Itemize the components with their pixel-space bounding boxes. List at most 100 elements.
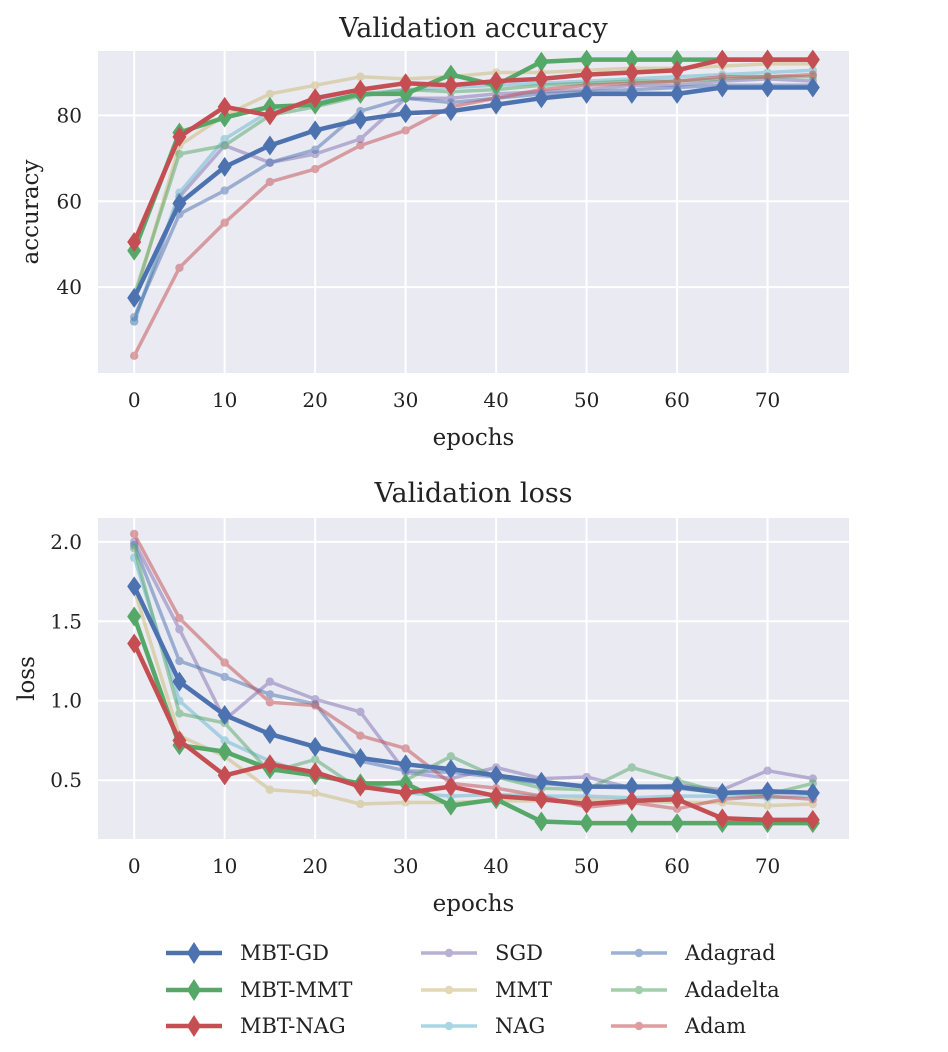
legend-item-mbt-nag — [166, 1015, 222, 1037]
legend-label-mmt: MMT — [495, 978, 552, 1002]
data-point-mbt-mmt — [579, 49, 594, 70]
data-point-mbt-nag — [579, 794, 594, 815]
data-point-adam — [265, 177, 275, 187]
data-point-mmt — [265, 89, 275, 99]
data-point-mbt-gd — [353, 747, 368, 768]
data-point-mbt-nag — [715, 808, 730, 829]
data-point-mbt-gd — [217, 156, 232, 177]
data-point-mbt-nag — [127, 633, 142, 654]
data-point-adagrad — [220, 672, 229, 682]
legend-label-adam: Adam — [684, 1014, 746, 1038]
data-point-mbt-nag — [308, 762, 323, 783]
legend-label-mbt-nag: MBT-NAG — [240, 1014, 346, 1038]
y-tick-label: 40 — [57, 275, 82, 299]
data-point-mbt-gd — [308, 736, 323, 757]
x-tick-label: 50 — [574, 854, 599, 878]
legend-label-adadelta: Adadelta — [684, 978, 780, 1002]
data-point-mbt-nag — [308, 88, 323, 109]
data-point-mbt-mmt — [670, 49, 685, 70]
x-tick-label: 60 — [664, 388, 689, 412]
data-point-mbt-gd — [443, 101, 458, 122]
series-mbt-nag — [127, 633, 820, 830]
data-point-adadelta — [175, 149, 184, 159]
data-point-mbt-gd — [489, 765, 504, 786]
data-point-mbt-gd — [217, 705, 232, 726]
data-point-mbt-nag — [217, 765, 232, 786]
data-point-mbt-gd — [127, 576, 142, 597]
series-line-mbt-gd — [132, 85, 813, 299]
series-line-adagrad — [132, 83, 813, 318]
data-point-mbt-gd — [805, 77, 820, 98]
data-point-mbt-mmt — [534, 51, 549, 72]
legend-item-mmt — [421, 985, 477, 995]
series-mbt-nag — [127, 49, 820, 253]
data-point-mbt-mmt — [670, 813, 685, 834]
x-tick-label: 10 — [212, 854, 237, 878]
data-point-mmt — [265, 785, 275, 794]
series-line-mbt-nag — [132, 57, 813, 243]
series-mbt-gd — [127, 77, 820, 308]
data-point-mbt-nag — [398, 782, 413, 803]
data-point-mbt-nag — [670, 789, 685, 810]
x-tick-label: 30 — [393, 388, 418, 412]
data-point-mbt-mmt — [398, 83, 413, 104]
y-tick-label: 2.0 — [50, 530, 82, 554]
legend-marker — [444, 985, 454, 995]
legend-item-mbt-mmt — [166, 979, 222, 1001]
series-line-adadelta — [132, 547, 814, 797]
data-point-mbt-nag — [172, 126, 187, 147]
data-point-mbt-mmt — [127, 606, 142, 627]
data-point-adam — [718, 72, 727, 81]
data-point-mbt-mmt — [443, 64, 458, 85]
data-point-sgd — [265, 677, 275, 686]
data-point-adam — [220, 658, 229, 667]
x-tick-label: 40 — [483, 388, 508, 412]
chart-title: Validation loss — [373, 478, 572, 509]
data-point-mbt-gd — [534, 88, 549, 109]
data-point-mmt — [310, 81, 320, 90]
data-point-mbt-mmt — [217, 741, 232, 762]
data-point-mbt-nag — [579, 64, 594, 85]
series-line-mbt-nag — [132, 642, 813, 823]
data-point-mbt-nag — [534, 789, 549, 810]
data-point-mmt — [310, 788, 320, 798]
data-point-sgd — [763, 766, 772, 775]
legend-marker — [634, 1021, 644, 1031]
x-tick-label: 20 — [302, 388, 327, 412]
data-point-mbt-mmt — [534, 811, 549, 832]
data-point-mbt-gd — [670, 83, 685, 104]
data-point-adam — [220, 218, 229, 227]
data-point-mbt-mmt — [217, 107, 232, 128]
x-tick-label: 30 — [393, 854, 418, 878]
legend-marker — [187, 942, 201, 964]
data-point-mbt-nag — [217, 96, 232, 117]
x-tick-label: 0 — [128, 388, 141, 412]
chart-title: Validation accuracy — [338, 13, 608, 44]
legend-marker — [187, 979, 201, 1001]
legend-label-adagrad: Adagrad — [684, 941, 776, 965]
data-point-mbt-gd — [262, 135, 277, 156]
series-line-nag — [132, 557, 813, 800]
data-point-mbt-nag — [805, 49, 820, 70]
data-point-sgd — [356, 707, 365, 717]
x-tick-label: 0 — [128, 854, 141, 878]
x-tick-label: 20 — [302, 854, 327, 878]
data-point-adadelta — [220, 141, 229, 150]
data-point-mbt-gd — [579, 83, 594, 104]
data-point-mbt-nag — [760, 49, 775, 70]
series-line-adam — [132, 72, 813, 357]
data-point-mbt-gd — [398, 103, 413, 124]
data-point-mbt-gd — [172, 671, 187, 692]
legend-label-sgd: SGD — [495, 941, 543, 965]
data-point-mbt-nag — [805, 809, 820, 830]
series-line-mbt-mmt — [132, 615, 813, 826]
data-point-mbt-gd — [489, 94, 504, 115]
x-tick-label: 50 — [574, 388, 599, 412]
data-point-adam — [672, 76, 682, 86]
data-point-mbt-gd — [443, 759, 458, 780]
y-tick-label: 1.0 — [50, 689, 82, 713]
data-point-mbt-gd — [715, 77, 730, 98]
data-point-mbt-nag — [172, 730, 187, 751]
data-point-mbt-nag — [624, 790, 639, 811]
